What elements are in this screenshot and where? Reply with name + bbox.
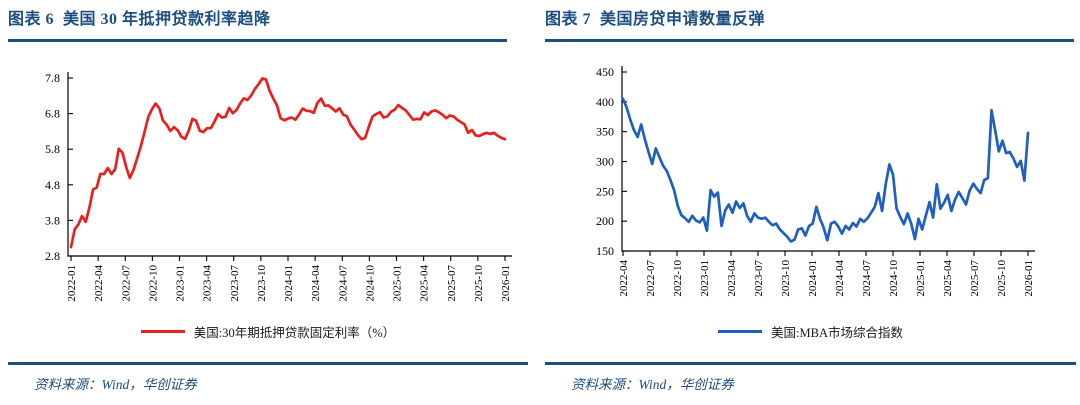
svg-text:2025-04: 2025-04 bbox=[419, 265, 431, 302]
figure-7-source-note: 资料来源：Wind，华创证券 bbox=[571, 377, 734, 392]
svg-text:350: 350 bbox=[596, 125, 614, 139]
mortgage-rate-line-chart: 2.8 3.8 4.8 5.8 6.8 7.8 2022-01 2022-04 2022-07 2… bbox=[8, 48, 528, 320]
figure-6-footer-divider bbox=[8, 362, 528, 365]
chart-panel-figure-6: 图表 6 美国 30 年抵押贷款利率趋降 2.8 3.8 4.8 5.8 6.8 7.8 2… bbox=[0, 0, 532, 405]
blue-line-legend-marker bbox=[718, 329, 763, 333]
svg-text:2024-10: 2024-10 bbox=[888, 260, 900, 297]
figure-6-title-divider bbox=[8, 39, 507, 42]
svg-text:2025-01: 2025-01 bbox=[915, 260, 927, 297]
svg-text:4.8: 4.8 bbox=[45, 178, 60, 192]
svg-text:2025-10: 2025-10 bbox=[996, 260, 1008, 297]
svg-text:200: 200 bbox=[596, 214, 614, 228]
chart-panel-figure-7: 图表 7 美国房贷申请数量反弹 150 200 250 300 350 400 450 202… bbox=[532, 0, 1080, 405]
svg-text:2023-07: 2023-07 bbox=[753, 260, 765, 297]
svg-text:250: 250 bbox=[596, 184, 614, 198]
svg-text:2024-07: 2024-07 bbox=[337, 265, 349, 302]
svg-text:2025-04: 2025-04 bbox=[942, 260, 954, 297]
svg-text:2023-10: 2023-10 bbox=[256, 265, 268, 302]
figure-6-title: 图表 6 美国 30 年抵押贷款利率趋降 bbox=[8, 11, 271, 28]
svg-text:2026-01: 2026-01 bbox=[1023, 260, 1035, 297]
svg-text:400: 400 bbox=[596, 95, 614, 109]
svg-text:2022-10: 2022-10 bbox=[147, 265, 159, 302]
svg-text:2022-10: 2022-10 bbox=[672, 260, 684, 297]
svg-text:2022-07: 2022-07 bbox=[120, 265, 132, 302]
svg-text:2.8: 2.8 bbox=[45, 249, 60, 263]
svg-text:2025-01: 2025-01 bbox=[392, 265, 404, 302]
figure-7-footer-divider bbox=[545, 362, 1076, 365]
svg-text:3.8: 3.8 bbox=[45, 213, 60, 227]
svg-text:2024-04: 2024-04 bbox=[310, 265, 322, 302]
svg-text:300: 300 bbox=[596, 155, 614, 169]
svg-text:2024-10: 2024-10 bbox=[364, 265, 376, 302]
svg-text:2024-01: 2024-01 bbox=[807, 260, 819, 297]
svg-text:6.8: 6.8 bbox=[45, 107, 60, 121]
svg-text:2022-07: 2022-07 bbox=[645, 260, 657, 297]
figure-6-legend-label: 美国:30年期抵押贷款固定利率（%） bbox=[193, 325, 396, 340]
svg-text:2023-04: 2023-04 bbox=[202, 265, 214, 302]
figure-7-legend: 美国:MBA市场综合指数 bbox=[545, 320, 1076, 342]
svg-text:2026-01: 2026-01 bbox=[500, 265, 512, 302]
svg-text:2023-01: 2023-01 bbox=[175, 265, 187, 302]
svg-text:150: 150 bbox=[596, 244, 614, 258]
svg-text:2022-04: 2022-04 bbox=[93, 265, 105, 302]
figure-7-title-divider bbox=[545, 39, 1074, 42]
svg-text:2025-07: 2025-07 bbox=[969, 260, 981, 297]
svg-text:2025-07: 2025-07 bbox=[446, 265, 458, 302]
svg-text:2023-10: 2023-10 bbox=[780, 260, 792, 297]
svg-text:7.8: 7.8 bbox=[45, 71, 60, 85]
svg-text:2023-01: 2023-01 bbox=[699, 260, 711, 297]
svg-text:2024-07: 2024-07 bbox=[861, 260, 873, 297]
svg-text:5.8: 5.8 bbox=[45, 142, 60, 156]
svg-text:2022-01: 2022-01 bbox=[66, 265, 78, 302]
svg-text:2022-04: 2022-04 bbox=[618, 260, 630, 297]
figure-7-legend-label: 美国:MBA市场综合指数 bbox=[771, 325, 903, 340]
svg-text:2024-04: 2024-04 bbox=[834, 260, 846, 297]
figure-7-title: 图表 7 美国房贷申请数量反弹 bbox=[545, 11, 766, 28]
mba-index-line-chart: 150 200 250 300 350 400 450 2022-04 2022-07 2022-… bbox=[545, 48, 1076, 320]
svg-text:2023-07: 2023-07 bbox=[229, 265, 241, 302]
svg-text:2023-04: 2023-04 bbox=[726, 260, 738, 297]
figure-6-legend: 美国:30年期抵押贷款固定利率（%） bbox=[8, 320, 528, 342]
red-line-legend-marker bbox=[140, 329, 185, 333]
svg-text:2024-01: 2024-01 bbox=[283, 265, 295, 302]
svg-text:450: 450 bbox=[596, 65, 614, 79]
figure-6-source-note: 资料来源：Wind，华创证券 bbox=[34, 377, 197, 392]
svg-text:2025-10: 2025-10 bbox=[473, 265, 485, 302]
